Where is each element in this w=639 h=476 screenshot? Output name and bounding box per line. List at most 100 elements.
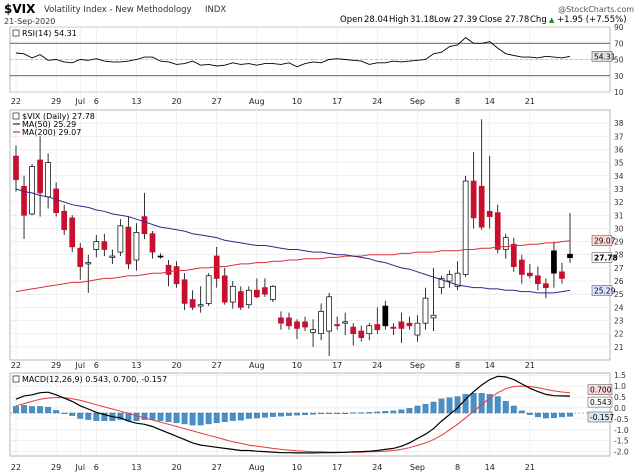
price-legend-swatch <box>12 112 20 120</box>
macd-histogram-bar <box>486 394 493 414</box>
candle <box>141 192 148 239</box>
x-axis-tick-label: 10 <box>292 361 302 370</box>
close-value: 27.78 <box>505 15 529 25</box>
x-axis-tick-label: 13 <box>131 97 141 106</box>
candle <box>543 278 549 299</box>
x-axis-tick-label: 14 <box>485 97 495 106</box>
x-axis-tick-label: 21 <box>525 463 535 472</box>
candle <box>101 233 108 257</box>
price-legend-text: $VIX (Daily) 27.78 <box>22 112 95 121</box>
candle-body <box>278 317 284 324</box>
x-axis-tick-label: 24 <box>372 361 382 370</box>
macd-last-value-box <box>587 396 613 408</box>
macd-histogram-bar <box>567 412 573 417</box>
candle <box>494 204 501 254</box>
rsi-y-tick-label: 30 <box>614 72 624 81</box>
candle-body <box>117 225 124 253</box>
candle <box>486 156 493 229</box>
x-axis-tick-label: 24 <box>372 463 382 472</box>
candle-body <box>29 166 35 215</box>
candle <box>414 315 421 342</box>
rsi-y-tick-label: 50 <box>614 56 624 65</box>
macd-legend-text: MACD(12,26,9) 0.543, 0.700, -0.157 <box>22 375 167 384</box>
candle-body <box>45 162 51 198</box>
macd-histogram-bar <box>77 412 84 419</box>
x-axis-tick-label: Jul <box>74 361 85 370</box>
candle <box>462 175 469 278</box>
candle <box>262 278 268 297</box>
rsi-y-tick-label: 70 <box>614 39 624 48</box>
candle-body <box>270 285 276 300</box>
candle-body <box>165 264 172 275</box>
candle <box>125 216 132 270</box>
axis-layer: 90 70 50 30 10 38 37 36 35 34 33 32 31 30 29 28 27 26 25 24… <box>11 23 629 472</box>
candle-body <box>229 285 236 303</box>
macd-histogram-bar <box>510 405 517 414</box>
macd-histogram-bar <box>494 396 501 414</box>
macd-histogram-bar <box>518 410 525 414</box>
rsi-layer: 54.31 <box>10 37 616 77</box>
candle-body <box>510 243 517 267</box>
macd-histogram-bar <box>318 412 325 415</box>
macd-histogram-bar <box>165 412 172 422</box>
candle <box>13 145 19 192</box>
price-y-tick-label: 29 <box>614 238 624 247</box>
x-axis-tick-label: 29 <box>51 463 61 472</box>
candle <box>173 261 180 288</box>
x-axis-tick-label: 24 <box>372 97 382 106</box>
candle <box>430 267 437 332</box>
macd-y-tick-label: 1.5 <box>614 371 626 380</box>
macd-histogram-bar <box>310 412 317 415</box>
candle-body <box>245 289 252 306</box>
candle-body <box>358 330 365 338</box>
watermark: @StockCharts.com <box>558 5 634 14</box>
price-y-tick-label: 38 <box>614 119 624 128</box>
candle <box>133 223 140 271</box>
candle-body <box>342 321 349 324</box>
macd-last-value-box <box>587 411 613 423</box>
rsi-legend-text: RSI(14) 54.31 <box>22 29 77 38</box>
macd-histogram-bar <box>61 412 68 414</box>
macd-histogram-bar <box>29 406 36 414</box>
candle <box>205 273 212 307</box>
candle-body <box>69 217 76 248</box>
candle-body <box>21 185 27 216</box>
macd-signal-line <box>15 385 571 453</box>
macd-histogram-bar <box>69 412 76 416</box>
macd-histogram-bar <box>101 412 108 421</box>
candle-body <box>527 272 533 277</box>
candle <box>374 307 381 334</box>
ma50-line <box>15 188 571 294</box>
candle-body <box>422 297 429 324</box>
macd-histogram-bar <box>366 412 373 414</box>
high-label: High <box>389 15 409 25</box>
price-y-tick-label: 33 <box>614 185 624 194</box>
candle <box>77 242 84 280</box>
candle <box>518 254 525 284</box>
candle-body <box>237 291 244 308</box>
macd-histogram-bar <box>37 406 44 414</box>
close-label: Close <box>479 15 502 25</box>
candle-body <box>53 188 59 213</box>
candle-body <box>478 185 485 228</box>
macd-histogram-bar <box>454 396 461 414</box>
quote-line: Open 28.04 High 31.18 Low 27.39 Close 27… <box>340 15 627 25</box>
ma200-line <box>15 240 571 293</box>
price-y-tick-label: 31 <box>614 211 624 220</box>
candle <box>326 292 332 357</box>
rsi-y-tick-label: 90 <box>614 23 624 32</box>
candle-body <box>382 305 389 327</box>
candle-body <box>125 226 132 265</box>
macd-last-value-label: -0.157 <box>590 413 614 422</box>
macd-histogram-bar <box>149 412 156 420</box>
price-y-tick-label: 34 <box>614 172 624 181</box>
chg-label: Chg <box>530 15 547 25</box>
macd-histogram-bar <box>302 412 308 415</box>
candle-body <box>334 324 341 327</box>
candle-body <box>302 321 308 328</box>
macd-histogram-bar <box>446 397 453 414</box>
macd-histogram-bar <box>117 412 124 420</box>
candle-body <box>518 259 525 275</box>
